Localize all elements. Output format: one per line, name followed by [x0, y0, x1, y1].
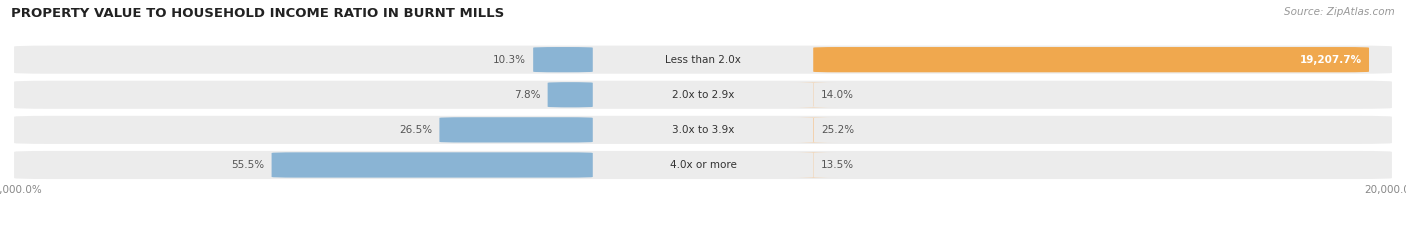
- FancyBboxPatch shape: [271, 152, 593, 178]
- Text: 25.2%: 25.2%: [821, 125, 853, 135]
- FancyBboxPatch shape: [789, 152, 838, 178]
- Text: 7.8%: 7.8%: [515, 90, 541, 100]
- FancyBboxPatch shape: [789, 82, 838, 107]
- Text: 2.0x to 2.9x: 2.0x to 2.9x: [672, 90, 734, 100]
- Text: 3.0x to 3.9x: 3.0x to 3.9x: [672, 125, 734, 135]
- FancyBboxPatch shape: [789, 117, 838, 143]
- FancyBboxPatch shape: [813, 47, 1369, 72]
- Text: 55.5%: 55.5%: [232, 160, 264, 170]
- Text: 4.0x or more: 4.0x or more: [669, 160, 737, 170]
- FancyBboxPatch shape: [547, 82, 593, 107]
- FancyBboxPatch shape: [14, 151, 1392, 179]
- Text: 14.0%: 14.0%: [821, 90, 853, 100]
- Text: PROPERTY VALUE TO HOUSEHOLD INCOME RATIO IN BURNT MILLS: PROPERTY VALUE TO HOUSEHOLD INCOME RATIO…: [11, 7, 505, 20]
- FancyBboxPatch shape: [440, 117, 593, 143]
- FancyBboxPatch shape: [14, 81, 1392, 109]
- Text: 13.5%: 13.5%: [821, 160, 853, 170]
- Text: 26.5%: 26.5%: [399, 125, 433, 135]
- Text: Source: ZipAtlas.com: Source: ZipAtlas.com: [1284, 7, 1395, 17]
- FancyBboxPatch shape: [14, 46, 1392, 74]
- Text: Less than 2.0x: Less than 2.0x: [665, 55, 741, 65]
- Text: 10.3%: 10.3%: [494, 55, 526, 65]
- FancyBboxPatch shape: [533, 47, 593, 72]
- FancyBboxPatch shape: [14, 116, 1392, 144]
- Text: 19,207.7%: 19,207.7%: [1301, 55, 1362, 65]
